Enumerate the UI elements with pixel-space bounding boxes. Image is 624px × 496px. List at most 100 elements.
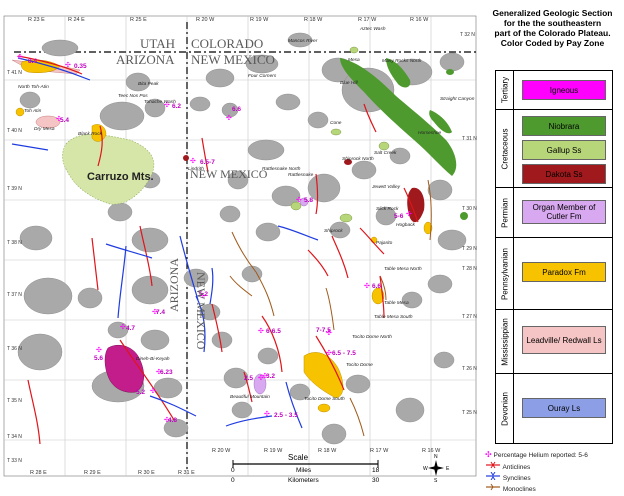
svg-text:Mancos River: Mancos River xyxy=(288,38,318,44)
svg-text:T 32 N: T 32 N xyxy=(460,32,475,38)
anticline-symbol-icon xyxy=(486,461,500,469)
svg-text:Hogback: Hogback xyxy=(396,222,416,228)
svg-text:6-6.5: 6-6.5 xyxy=(266,328,281,335)
svg-text:R 25 E: R 25 E xyxy=(130,17,147,23)
svg-text:6.6: 6.6 xyxy=(372,283,381,290)
svg-text:S: S xyxy=(434,478,438,484)
svg-text:Four Corners: Four Corners xyxy=(248,73,277,79)
svg-text:6.2: 6.2 xyxy=(172,103,181,110)
range-labels: R 23 E R 24 E R 25 E R 20 W R 19 W R 18 … xyxy=(28,17,441,476)
helium-marker-icon: ✣ xyxy=(326,329,332,337)
helium-marker-icon: ✣ xyxy=(406,210,412,218)
monocline-symbol-icon xyxy=(486,483,500,491)
svg-text:Tocito Dome: Tocito Dome xyxy=(346,362,373,368)
svg-text:0.35: 0.35 xyxy=(74,63,87,70)
period-mississippian: Mississippian Leadville/ Redwall Ls xyxy=(496,309,612,373)
unit-paradox: Paradox Fm xyxy=(522,262,606,282)
helium-markers: ✣ ✣ ✣ ✣ ✣ ✣ ✣ ✣ ✣ ✣ ✣ ✣ ✣ ✣ ✣ ✣ ✣ ✣ ✣ ✣ … xyxy=(17,53,412,424)
helium-marker-icon: ✣ xyxy=(65,61,71,69)
period-permian: Permian Organ Member of Cutler Fm xyxy=(496,187,612,237)
svg-text:Jewett Valley: Jewett Valley xyxy=(371,184,401,190)
svg-text:T 33 N: T 33 N xyxy=(7,458,22,464)
unit-igneous: Igneous xyxy=(522,80,606,100)
helium-marker-icon: ✣ xyxy=(120,323,126,331)
helium-marker-icon: ✣ xyxy=(258,327,264,335)
svg-text:T 38 N: T 38 N xyxy=(7,240,22,246)
helium-marker-icon: ✣ xyxy=(152,308,158,316)
svg-text:R 16 W: R 16 W xyxy=(410,17,429,23)
igneous-bodies xyxy=(17,32,467,445)
field-labels: Mancos River Aztec Wash Mesa Many Rocks … xyxy=(18,26,475,402)
helium-marker-icon: ✣ xyxy=(96,346,102,354)
svg-text:6.5 - 7.5: 6.5 - 7.5 xyxy=(332,350,356,357)
organ-member-fields xyxy=(253,197,309,395)
helium-marker-icon: ✣ xyxy=(296,196,302,204)
helium-marker-icon: ✣ xyxy=(258,374,264,382)
helium-marker-icon: ✣ xyxy=(326,349,332,357)
svg-text:Lindrith: Lindrith xyxy=(188,166,204,172)
helium-marker-icon: ✣ xyxy=(164,101,170,109)
legend-anticlines: Anticlines xyxy=(485,461,530,471)
svg-text:Cone: Cone xyxy=(330,120,342,126)
svg-text:Table Mesa North: Table Mesa North xyxy=(384,266,422,272)
helium-marker-icon: ✣ xyxy=(17,53,23,61)
svg-text:5.8: 5.8 xyxy=(304,197,313,204)
unit-niobrara: Niobrara xyxy=(522,116,606,136)
helium-marker-icon: ✣ xyxy=(264,410,270,418)
svg-text:North Toh-Atin: North Toh-Atin xyxy=(18,84,49,90)
svg-text:8.4: 8.4 xyxy=(28,58,37,65)
svg-text:R 28 E: R 28 E xyxy=(30,470,47,476)
svg-text:T 37 N: T 37 N xyxy=(7,292,22,298)
legend-panel: Generalized Geologic Section for the the… xyxy=(481,0,624,496)
arizona-vertical-label: ARIZONA xyxy=(167,258,181,312)
svg-text:Teec Nos Pos: Teec Nos Pos xyxy=(118,93,148,99)
svg-text:R 24 E: R 24 E xyxy=(68,17,85,23)
svg-text:5.2: 5.2 xyxy=(199,291,208,298)
svg-text:Rattlesnake North: Rattlesnake North xyxy=(262,166,301,172)
svg-text:W: W xyxy=(423,466,428,472)
legend-title: Generalized Geologic Section for the the… xyxy=(492,8,613,48)
carruzo-mountains-label: Carruzo Mts. xyxy=(87,171,154,183)
svg-text:18: 18 xyxy=(372,467,380,474)
gallup-fields xyxy=(290,46,390,223)
svg-text:Dineh-Bi-Keyah: Dineh-Bi-Keyah xyxy=(136,356,170,362)
helium-marker-icon: ✣ xyxy=(56,115,62,123)
utah-label: UTAH xyxy=(140,36,175,51)
helium-marker-icon: ✣ xyxy=(156,368,162,376)
svg-text:5-6: 5-6 xyxy=(394,213,404,220)
svg-text:R 20 W: R 20 W xyxy=(196,17,215,23)
anticlines xyxy=(17,55,419,445)
svg-text:5.2: 5.2 xyxy=(136,389,145,396)
state-labels: UTAH COLORADO ARIZONA NEW MEXICO NEW MEX… xyxy=(116,36,275,350)
unit-leadville: Leadville/ Redwall Ls xyxy=(522,326,606,354)
helium-values: 8.4 0.35 6.2 6.6 5.4 6.5-7 5.8 5-6 6.6 5… xyxy=(28,58,404,424)
svg-text:Rattlesnake: Rattlesnake xyxy=(288,172,314,178)
svg-text:Shiprock North: Shiprock North xyxy=(342,156,374,162)
north-arrow-icon: N S E W xyxy=(423,454,450,484)
svg-text:T 29 N: T 29 N xyxy=(462,246,477,252)
svg-text:R 17 W: R 17 W xyxy=(370,448,389,454)
legend-synclines: Synclines xyxy=(485,471,531,482)
svg-text:0: 0 xyxy=(231,467,235,474)
svg-text:4.8: 4.8 xyxy=(168,417,177,424)
svg-text:Salt Creek: Salt Creek xyxy=(374,150,397,156)
svg-text:7-7.5: 7-7.5 xyxy=(316,327,331,334)
svg-text:R 18 W: R 18 W xyxy=(304,17,323,23)
svg-text:Mesa: Mesa xyxy=(348,57,360,63)
helium-marker-icon: ✣ xyxy=(226,114,232,122)
svg-text:Many Rocks North: Many Rocks North xyxy=(382,58,422,64)
helium-marker-icon: ✣ xyxy=(164,416,170,424)
scale-bar: Scale 0 Miles 18 0 Kilometers 30 xyxy=(231,453,380,484)
svg-text:0: 0 xyxy=(231,477,235,484)
svg-text:Pajarito: Pajarito xyxy=(376,240,393,246)
svg-text:R 16 W: R 16 W xyxy=(422,448,441,454)
svg-text:R 19 W: R 19 W xyxy=(250,17,269,23)
niobrara-fields xyxy=(340,58,468,220)
map-frame xyxy=(3,15,477,477)
svg-text:Straight Canyon: Straight Canyon xyxy=(440,96,475,102)
svg-text:R 19 W: R 19 W xyxy=(264,448,283,454)
new-mexico-label-mid: NEW MEXICO xyxy=(190,167,268,181)
svg-text:Aztec Wash: Aztec Wash xyxy=(359,26,386,32)
dakota-fields xyxy=(183,155,425,223)
